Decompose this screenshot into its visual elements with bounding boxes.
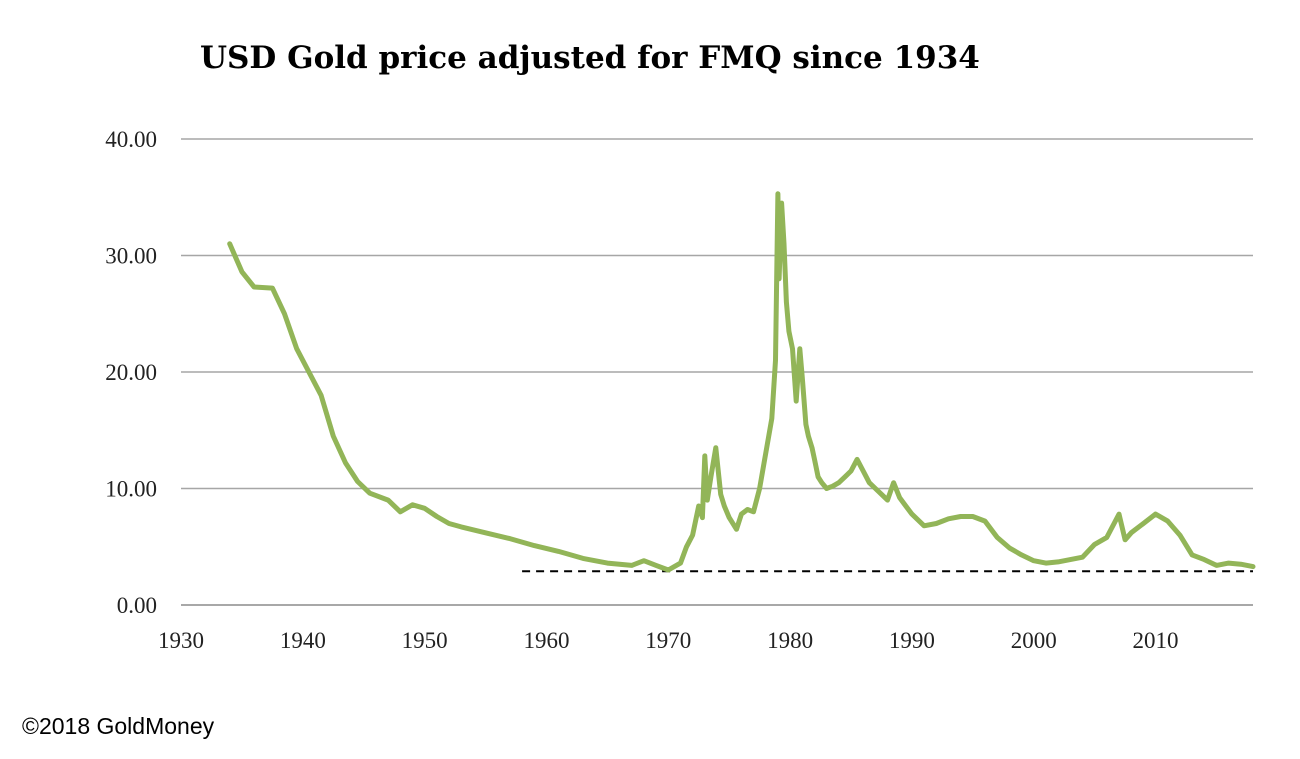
x-tick-label: 1940 <box>280 628 326 653</box>
series-group <box>227 191 1256 573</box>
y-tick-label: 10.00 <box>105 477 157 502</box>
x-tick-label: 1960 <box>523 628 569 653</box>
y-axis-tick-labels: 0.00 10.00 20.00 30.00 40.00 <box>105 127 157 618</box>
y-tick-label: 0.00 <box>117 593 157 618</box>
y-tick-label: 20.00 <box>105 360 157 385</box>
y-tick-label: 30.00 <box>105 244 157 269</box>
x-axis-tick-labels: 1930 1940 1950 1960 1970 1980 1990 2000 2010 <box>158 628 1179 653</box>
x-tick-label: 1950 <box>402 628 448 653</box>
x-tick-label: 2000 <box>1011 628 1057 653</box>
y-tick-label: 40.00 <box>105 127 157 152</box>
chart-title: USD Gold price adjusted for FMQ since 19… <box>200 40 980 76</box>
x-tick-label: 2010 <box>1133 628 1179 653</box>
gridlines <box>181 138 1253 606</box>
series-line <box>227 191 1256 573</box>
x-tick-label: 1930 <box>158 628 204 653</box>
x-tick-label: 1970 <box>645 628 691 653</box>
line-chart: 0.00 10.00 20.00 30.00 40.00 1930 1940 1950 196… <box>105 127 1256 653</box>
copyright-text: ©2018 GoldMoney <box>22 713 215 739</box>
x-tick-label: 1980 <box>767 628 813 653</box>
x-tick-label: 1990 <box>889 628 935 653</box>
